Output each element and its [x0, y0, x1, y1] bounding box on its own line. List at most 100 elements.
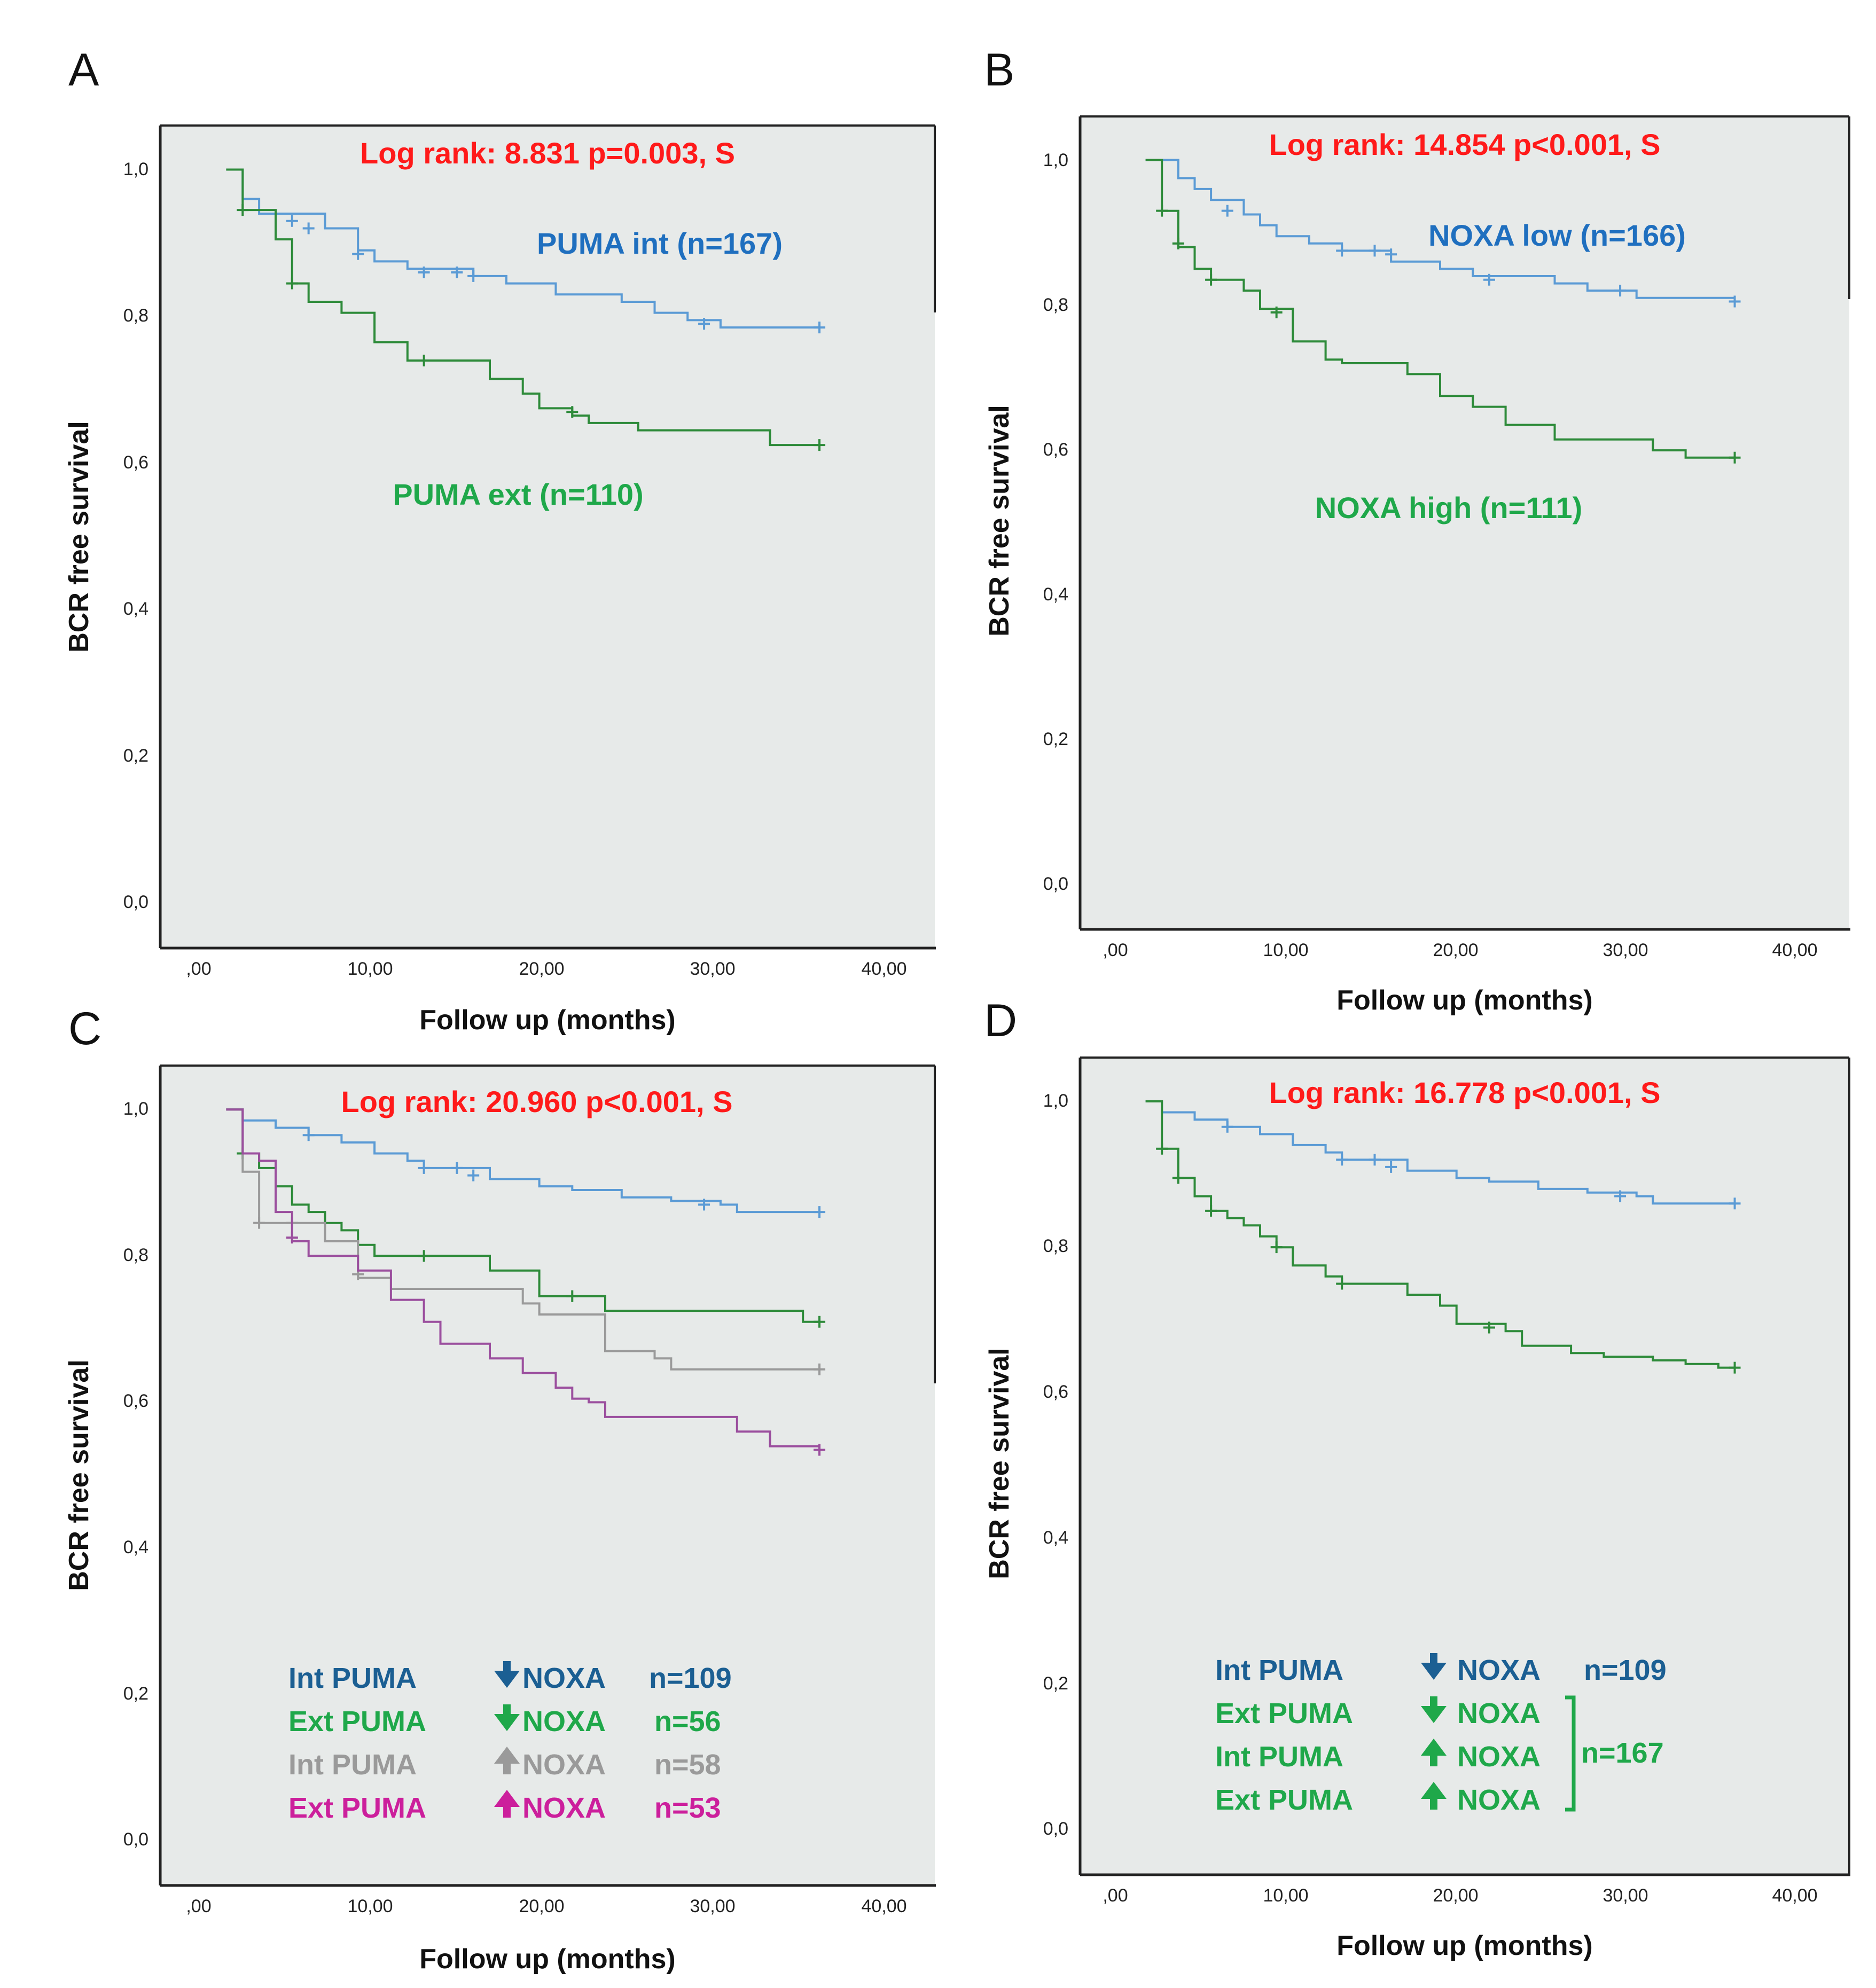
x-tick-label: ,00	[1103, 1885, 1128, 1906]
arrow-down-icon	[494, 1704, 520, 1731]
arrow-up-icon	[494, 1747, 520, 1774]
y-axis-title-b: BCR free survival	[984, 405, 1015, 637]
log-rank-annotation-c: Log rank: 20.960 p<0.001, S	[341, 1085, 732, 1118]
series-label-puma-ext: PUMA ext (n=110)	[393, 478, 643, 511]
log-rank-annotation-a: Log rank: 8.831 p=0.003, S	[360, 136, 735, 170]
x-tick-label: 30,00	[1603, 940, 1648, 960]
x-tick-label: 40,00	[861, 959, 906, 979]
y-tick-label: 0,0	[1043, 874, 1068, 894]
x-axis-title-c: Follow up (months)	[419, 1944, 675, 1975]
legend-puma-label: Int PUMA	[1215, 1741, 1343, 1773]
plot-area-a	[160, 126, 935, 948]
legend-n: n=56	[654, 1705, 721, 1737]
y-tick-label: 0,8	[1043, 1236, 1068, 1256]
arrow-down-icon	[1421, 1653, 1447, 1680]
censor-mark	[1156, 205, 1168, 217]
legend-row: Ext PUMA NOXA	[1215, 1696, 1541, 1729]
y-tick-label: 1,0	[1043, 1091, 1068, 1111]
legend-d: Int PUMA NOXA n=109 Ext PUMA NOXA Int PU…	[1215, 1653, 1667, 1816]
y-tick-label: 0,2	[123, 746, 148, 766]
censor-mark	[1385, 248, 1397, 261]
x-tick-label: 10,00	[347, 1896, 393, 1916]
x-axis-title-b: Follow up (months)	[1336, 985, 1592, 1016]
y-tick-label: 0,8	[123, 306, 148, 326]
y-axis-title-c: BCR free survival	[64, 1359, 95, 1591]
panel-b: B 0,0 0,2 0,4 0,6 0,8 1,0 ,00 10,00 20,0…	[984, 44, 1850, 1016]
y-tick-label: 0,0	[123, 1829, 148, 1850]
x-tick-label: 30,00	[690, 959, 735, 979]
y-tick-label: 0,2	[1043, 729, 1068, 749]
legend-puma-label: Ext PUMA	[288, 1792, 426, 1824]
series-label-puma-int: PUMA int (n=167)	[537, 226, 783, 260]
legend-puma-label: Int PUMA	[288, 1749, 417, 1781]
series-puma-ext	[226, 168, 826, 451]
series-layer-c	[226, 1108, 826, 1456]
x-tick-label: 10,00	[1263, 940, 1308, 960]
censor-mark	[1172, 1172, 1184, 1184]
censor-mark	[418, 1250, 430, 1262]
censor-mark	[418, 1162, 430, 1174]
y-tick-labels-a: 0,0 0,2 0,4 0,6 0,8 1,0	[123, 159, 148, 912]
panel-letter-b: B	[984, 44, 1014, 96]
censor-mark	[302, 1129, 315, 1141]
y-tick-label: 0,6	[123, 1391, 148, 1411]
legend-puma-label: Ext PUMA	[1215, 1697, 1353, 1729]
y-tick-labels-c: 0,0 0,2 0,4 0,6 0,8 1,0	[123, 1099, 148, 1850]
y-tick-label: 0,6	[1043, 1382, 1068, 1402]
legend-row: Int PUMA NOXA	[1215, 1739, 1541, 1773]
censor-mark	[237, 204, 249, 216]
censor-mark	[1270, 306, 1283, 318]
legend-row: Ext PUMA NOXA	[1215, 1782, 1541, 1816]
y-tick-label: 0,8	[1043, 295, 1068, 315]
legend-noxa-label: NOXA	[522, 1792, 606, 1824]
censor-mark	[698, 1199, 710, 1211]
censor-mark	[451, 1162, 463, 1174]
censor-mark	[286, 277, 298, 289]
y-tick-label: 0,2	[123, 1684, 148, 1704]
censor-mark	[1336, 245, 1348, 257]
y-tick-label: 0,4	[123, 1537, 148, 1557]
y-tick-label: 0,4	[123, 599, 148, 619]
series-puma-int	[226, 168, 826, 334]
censor-mark	[451, 267, 463, 278]
y-tick-label: 0,4	[1043, 1528, 1068, 1548]
series-others-combined	[1145, 1100, 1741, 1374]
legend-row: Int PUMA NOXA n=109	[1215, 1653, 1667, 1686]
censor-mark	[253, 1217, 265, 1229]
censor-mark	[698, 318, 710, 330]
series-int-puma-low-noxa	[1145, 1100, 1741, 1210]
censor-mark	[814, 1316, 826, 1328]
arrow-up-icon	[1421, 1739, 1447, 1766]
censor-mark	[1729, 1361, 1741, 1374]
censor-mark	[1614, 1190, 1627, 1202]
series-layer-d	[1145, 1100, 1741, 1374]
legend-group-n: n=167	[1581, 1737, 1664, 1769]
legend-n: n=109	[1584, 1654, 1667, 1686]
x-axis-title-a: Follow up (months)	[419, 1005, 675, 1036]
legend-n: n=109	[649, 1662, 732, 1694]
arrow-up-icon	[494, 1790, 520, 1818]
legend-n: n=58	[654, 1749, 721, 1781]
x-tick-label: 20,00	[1433, 1885, 1478, 1906]
censor-mark	[1483, 273, 1495, 286]
censor-mark	[1729, 1198, 1741, 1210]
plot-area-d	[1080, 1058, 1849, 1875]
survival-curve	[1145, 159, 1735, 459]
log-rank-annotation-d: Log rank: 16.778 p<0.001, S	[1269, 1076, 1660, 1109]
legend-n: n=53	[654, 1792, 721, 1824]
censor-mark	[1729, 451, 1741, 464]
censor-mark	[1221, 205, 1233, 217]
x-tick-label: 20,00	[1433, 940, 1478, 960]
y-tick-label: 0,4	[1043, 584, 1068, 605]
x-axis-title-d: Follow up (months)	[1336, 1930, 1592, 1961]
panel-letter-c: C	[68, 1003, 101, 1054]
y-tick-label: 0,0	[1043, 1819, 1068, 1839]
y-tick-label: 0,0	[123, 892, 148, 912]
x-tick-labels-d: ,00 10,00 20,00 30,00 40,00	[1103, 1885, 1817, 1906]
series-ext-puma-low-noxa	[226, 1108, 826, 1328]
arrow-up-icon	[1421, 1782, 1447, 1810]
censor-mark	[1614, 285, 1627, 297]
x-tick-labels-a: ,00 10,00 20,00 30,00 40,00	[186, 959, 906, 979]
panel-d: D 0,0 0,2 0,4 0,6 0,8 1,0 ,00 10,00 20,0…	[984, 995, 1850, 1961]
plot-area-b	[1080, 116, 1849, 929]
